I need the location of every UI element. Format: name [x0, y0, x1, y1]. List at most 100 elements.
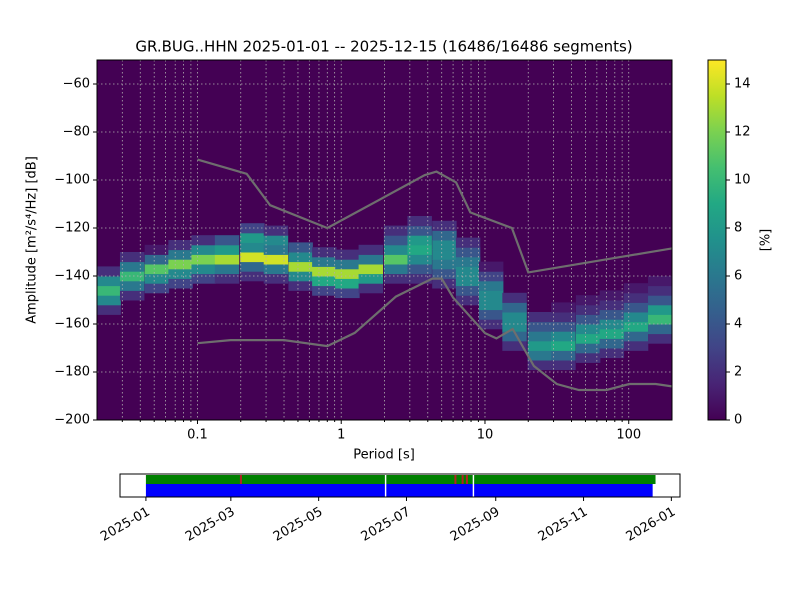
density-cell [383, 264, 409, 275]
density-cell [383, 235, 409, 246]
y-tick-label: −140 [54, 269, 90, 284]
density-cell [502, 312, 527, 323]
density-cell [407, 235, 432, 246]
x-tick-label: 2025-03 [183, 505, 238, 545]
density-cell [478, 309, 504, 320]
density-cell [527, 321, 553, 332]
density-cell [335, 249, 360, 260]
colorbar-tick-label: 0 [734, 413, 742, 428]
density-cell [551, 302, 576, 313]
density-cell [407, 244, 432, 255]
density-cell [455, 256, 481, 267]
availability-bar [145, 484, 385, 497]
density-cell [478, 319, 504, 330]
availability-bar [145, 475, 385, 484]
density-cell [383, 244, 409, 255]
density-cell [575, 333, 601, 344]
density-cell [432, 240, 457, 251]
density-cell [455, 285, 481, 296]
density-cell [168, 259, 193, 270]
density-cell [648, 324, 672, 335]
density-cell [648, 285, 672, 296]
density-cell [527, 331, 553, 342]
y-tick-label: −120 [54, 221, 90, 236]
density-cell [288, 261, 313, 272]
density-cell [599, 300, 625, 311]
density-cell [599, 348, 625, 359]
density-cell [335, 288, 360, 299]
density-cell [432, 259, 457, 270]
density-cell [240, 242, 265, 253]
density-cell [502, 292, 527, 303]
density-cell [599, 309, 625, 320]
density-cell [312, 266, 337, 277]
density-cell [168, 249, 193, 260]
colorbar-tick-label: 10 [734, 173, 751, 188]
density-cell [214, 254, 240, 265]
density-cell [478, 280, 504, 291]
density-cell [432, 230, 457, 241]
colorbar-label: [%] [759, 229, 774, 252]
density-cell [502, 302, 527, 313]
y-axis-label: Amplitude [m²/s⁴/Hz] [dB] [25, 156, 40, 324]
density-cell [214, 264, 240, 275]
noise-model-line [197, 277, 672, 392]
density-cell [144, 273, 170, 284]
density-cell [478, 271, 504, 282]
x-tick-label: 2026-01 [624, 505, 679, 545]
density-cell [648, 295, 672, 306]
availability-bar [474, 475, 656, 484]
density-cell [358, 283, 384, 294]
x-tick-label: 0.1 [187, 428, 208, 443]
density-cell [240, 223, 265, 234]
density-cell [455, 295, 481, 306]
x-tick-label: 10 [477, 428, 494, 443]
density-cell [358, 254, 384, 265]
density-cell [168, 240, 193, 251]
colorbar-tick-label: 12 [734, 125, 751, 140]
density-cell [191, 235, 216, 246]
density-cell [288, 242, 313, 253]
density-cell [551, 360, 576, 371]
y-tick-label: −80 [63, 125, 90, 140]
density-cell [191, 244, 216, 255]
density-cell [623, 283, 649, 294]
gap-marker [454, 475, 457, 484]
density-cell [263, 244, 289, 255]
density-cell [168, 278, 193, 289]
density-cell [97, 266, 121, 277]
density-cell [527, 312, 553, 323]
x-tick-label: 1 [337, 428, 345, 443]
gap-marker [461, 475, 464, 484]
density-cell [263, 273, 289, 284]
x-tick-label: 100 [616, 428, 641, 443]
density-cell [335, 268, 360, 279]
density-cell [312, 256, 337, 267]
colorbar-tick-label: 2 [734, 365, 742, 380]
x-tick-label: 2025-09 [448, 505, 503, 545]
density-cell [551, 340, 576, 351]
availability-bar [474, 484, 653, 497]
density-cell [455, 276, 481, 287]
density-cell [599, 338, 625, 349]
density-cell [527, 340, 553, 351]
density-cell [144, 283, 170, 294]
density-cell [383, 273, 409, 284]
density-cell [432, 249, 457, 260]
density-cell [240, 232, 265, 243]
density-cell [383, 225, 409, 236]
y-tick-label: −180 [54, 365, 90, 380]
density-cell [358, 264, 384, 275]
density-cell [191, 273, 216, 284]
density-cell [263, 225, 289, 236]
x-tick-label: 2025-07 [359, 505, 414, 545]
density-cell [335, 259, 360, 270]
availability-bar [386, 484, 473, 497]
density-cell [119, 271, 145, 282]
density-cell [599, 319, 625, 330]
density-cell [119, 280, 145, 291]
density-cell [623, 312, 649, 323]
density-cell [288, 280, 313, 291]
x-tick-label: 2025-11 [536, 505, 591, 545]
noise-model-line [197, 158, 672, 274]
